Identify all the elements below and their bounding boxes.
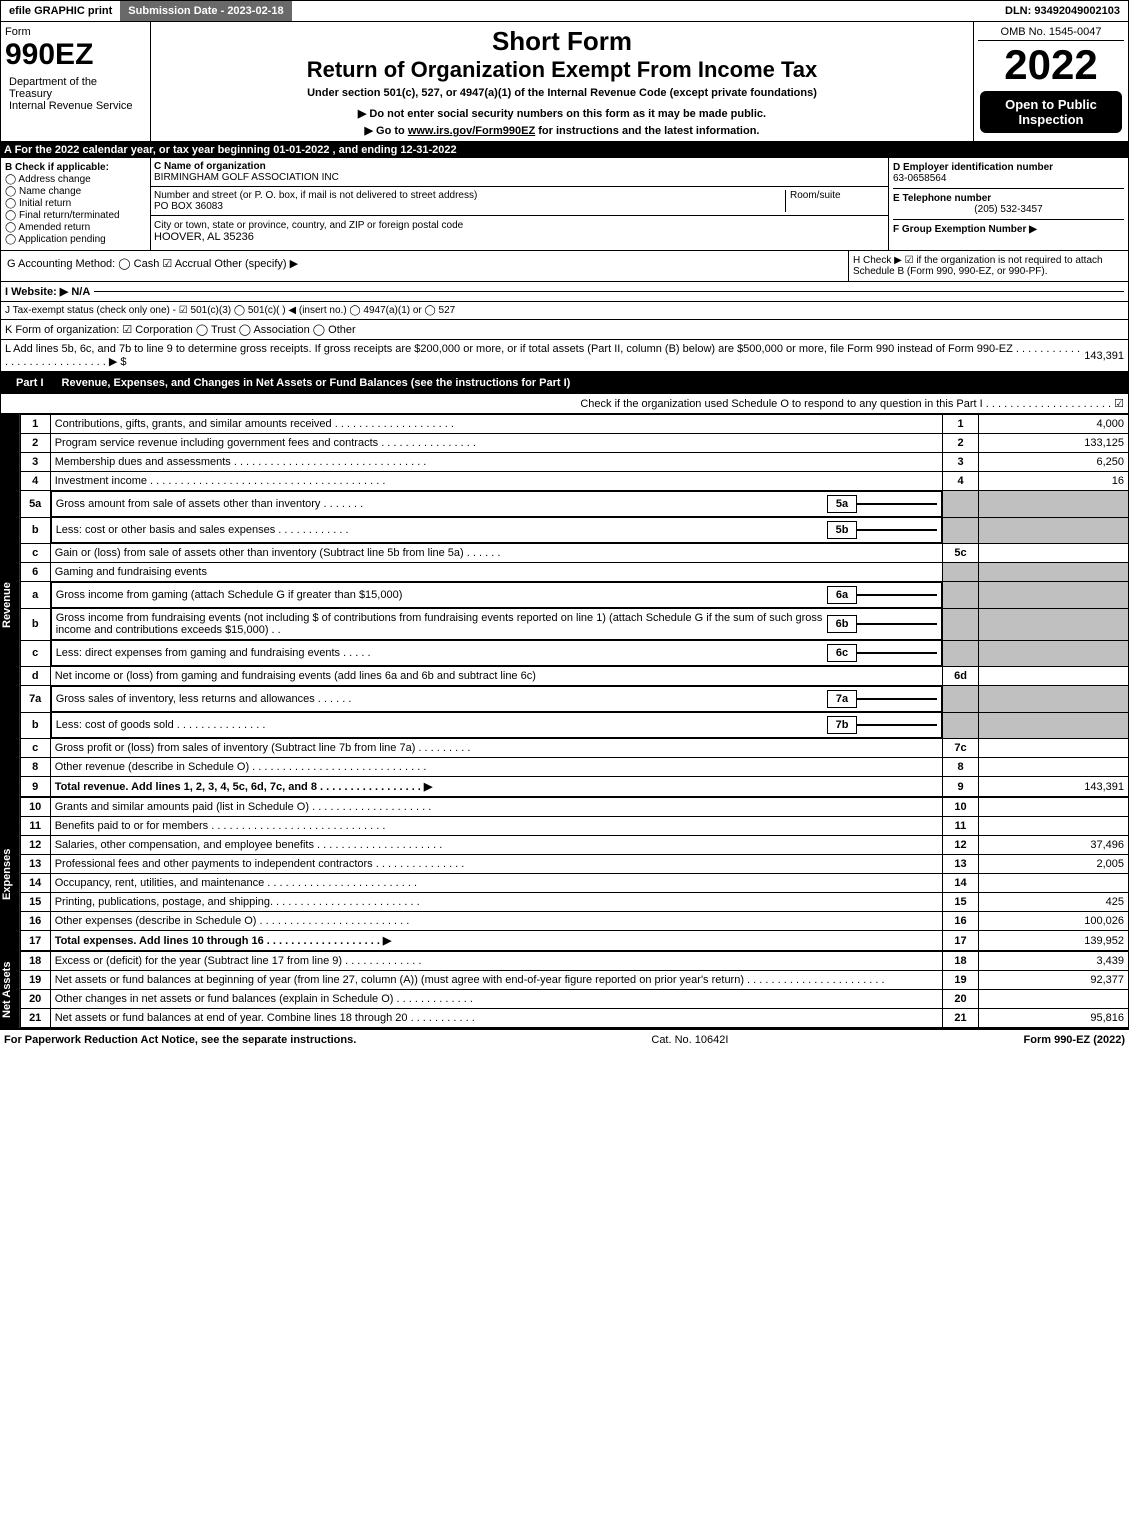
top-bar: efile GRAPHIC print Submission Date - 20…	[0, 0, 1129, 22]
main-title: Return of Organization Exempt From Incom…	[155, 57, 969, 83]
box-c-city: City or town, state or province, country…	[151, 216, 888, 246]
ein-label: D Employer identification number	[893, 162, 1053, 173]
dept-label: Department of the Treasury Internal Reve…	[5, 72, 146, 116]
net-assets-side-label: Net Assets	[0, 951, 20, 1028]
phone-label: E Telephone number	[893, 193, 991, 204]
ein-value: 63-0658564	[893, 173, 946, 184]
instruction-1: ▶ Do not enter social security numbers o…	[155, 107, 969, 120]
form-container: efile GRAPHIC print Submission Date - 20…	[0, 0, 1129, 1050]
revenue-side-label: Revenue	[0, 414, 20, 797]
omb-number: OMB No. 1545-0047	[978, 26, 1124, 41]
chk-amended-return[interactable]: ◯ Amended return	[5, 222, 146, 233]
form-number: 990EZ	[5, 38, 146, 72]
part-1-header: Part I Revenue, Expenses, and Changes in…	[0, 372, 1129, 394]
dln-label: DLN: 93492049002103	[997, 1, 1128, 21]
net-assets-table: 18Excess or (deficit) for the year (Subt…	[20, 951, 1129, 1028]
info-grid: B Check if applicable: ◯ Address change …	[0, 158, 1129, 251]
city-value: HOOVER, AL 35236	[154, 231, 254, 243]
street-value: PO BOX 36083	[154, 201, 223, 212]
chk-final-return[interactable]: ◯ Final return/terminated	[5, 210, 146, 221]
tax-year: 2022	[978, 41, 1124, 89]
expenses-side-label: Expenses	[0, 797, 20, 951]
line-j: J Tax-exempt status (check only one) - ☑…	[0, 302, 1129, 320]
row-num: 1	[20, 415, 50, 434]
revenue-table: 1Contributions, gifts, grants, and simil…	[20, 414, 1129, 797]
line-l: L Add lines 5b, 6c, and 7b to line 9 to …	[0, 340, 1129, 372]
form-header: Form 990EZ Department of the Treasury In…	[0, 22, 1129, 142]
form-label: Form	[5, 26, 146, 38]
chk-name-change[interactable]: ◯ Name change	[5, 186, 146, 197]
part-1-title: Revenue, Expenses, and Changes in Net As…	[62, 377, 1123, 389]
box-c-name: C Name of organization BIRMINGHAM GOLF A…	[151, 158, 888, 187]
line-g: G Accounting Method: ◯ Cash ☑ Accrual Ot…	[1, 251, 848, 281]
footer-mid: Cat. No. 10642I	[651, 1034, 728, 1046]
street-label: Number and street (or P. O. box, if mail…	[154, 190, 477, 201]
chk-address-change[interactable]: ◯ Address change	[5, 174, 146, 185]
irs-link[interactable]: www.irs.gov/Form990EZ	[408, 125, 535, 137]
room-suite-label: Room/suite	[785, 190, 885, 212]
row-desc: Contributions, gifts, grants, and simila…	[50, 415, 942, 434]
part-1-check: Check if the organization used Schedule …	[0, 394, 1129, 414]
subtitle: Under section 501(c), 527, or 4947(a)(1)…	[155, 87, 969, 99]
chk-initial-return[interactable]: ◯ Initial return	[5, 198, 146, 209]
line-i: I Website: ▶ N/A	[0, 282, 1129, 302]
box-def: D Employer identification number 63-0658…	[888, 158, 1128, 250]
submission-date: Submission Date - 2023-02-18	[120, 1, 291, 21]
section-a-line: A For the 2022 calendar year, or tax yea…	[0, 142, 1129, 158]
line-k: K Form of organization: ☑ Corporation ◯ …	[0, 320, 1129, 340]
page-footer: For Paperwork Reduction Act Notice, see …	[0, 1028, 1129, 1050]
gross-receipts: 143,391	[1084, 350, 1124, 362]
part-1-label: Part I	[6, 375, 54, 391]
box-b-label: B Check if applicable:	[5, 162, 109, 173]
expenses-table: 10Grants and similar amounts paid (list …	[20, 797, 1129, 951]
box-b: B Check if applicable: ◯ Address change …	[1, 158, 151, 250]
org-name: BIRMINGHAM GOLF ASSOCIATION INC	[154, 172, 339, 183]
instruction-2: ▶ Go to www.irs.gov/Form990EZ for instru…	[155, 124, 969, 137]
short-form-title: Short Form	[155, 26, 969, 57]
group-exemption-label: F Group Exemption Number ▶	[893, 224, 1037, 235]
efile-label: efile GRAPHIC print	[1, 1, 120, 21]
footer-left: For Paperwork Reduction Act Notice, see …	[4, 1034, 356, 1046]
row-val: 4,000	[979, 415, 1129, 434]
phone-value: (205) 532-3457	[893, 204, 1124, 215]
footer-right: Form 990-EZ (2022)	[1024, 1034, 1125, 1046]
open-public-badge: Open to Public Inspection	[980, 91, 1122, 133]
chk-application-pending[interactable]: ◯ Application pending	[5, 234, 146, 245]
line-h: H Check ▶ ☑ if the organization is not r…	[848, 251, 1128, 281]
